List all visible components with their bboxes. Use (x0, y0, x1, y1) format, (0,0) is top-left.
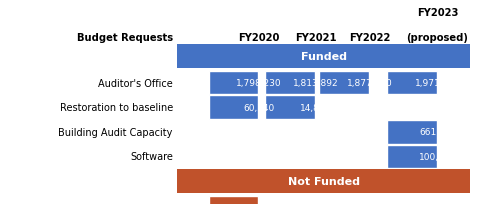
Bar (319, 71, 369, 95)
Bar (387, 71, 437, 95)
Text: FY2020: FY2020 (238, 33, 280, 43)
Text: Not Funded: Not Funded (288, 176, 360, 186)
Bar (265, 71, 315, 95)
Text: 60,240: 60,240 (243, 103, 275, 112)
Text: Software: Software (130, 152, 173, 162)
Bar (209, 196, 258, 204)
Bar (387, 120, 437, 144)
Bar (209, 96, 258, 119)
Text: 1,877,700: 1,877,700 (347, 79, 392, 88)
Bar (177, 45, 470, 68)
Text: FY2022: FY2022 (348, 33, 390, 43)
Text: 661,000: 661,000 (419, 128, 456, 136)
Bar (209, 71, 258, 95)
Bar (265, 96, 315, 119)
Text: Funded: Funded (300, 52, 347, 62)
Text: (proposed): (proposed) (407, 33, 468, 43)
Text: FY2023: FY2023 (417, 8, 458, 18)
Text: 1,813,892: 1,813,892 (293, 79, 338, 88)
Text: 100,000: 100,000 (419, 152, 456, 161)
Bar (177, 169, 470, 193)
Text: Budget Requests: Budget Requests (77, 33, 173, 43)
Bar (387, 145, 437, 168)
Text: Advancing Equity & Inclusion: Advancing Equity & Inclusion (30, 203, 173, 204)
Text: Restoration to baseline: Restoration to baseline (60, 103, 173, 113)
Text: FY2021: FY2021 (295, 33, 336, 43)
Text: Building Audit Capacity: Building Audit Capacity (59, 127, 173, 137)
Text: 14,851: 14,851 (300, 103, 331, 112)
Text: 175,000: 175,000 (240, 203, 277, 204)
Text: Auditor's Office: Auditor's Office (98, 78, 173, 88)
Text: 1,971,440: 1,971,440 (415, 79, 460, 88)
Text: 1,798,230: 1,798,230 (236, 79, 282, 88)
